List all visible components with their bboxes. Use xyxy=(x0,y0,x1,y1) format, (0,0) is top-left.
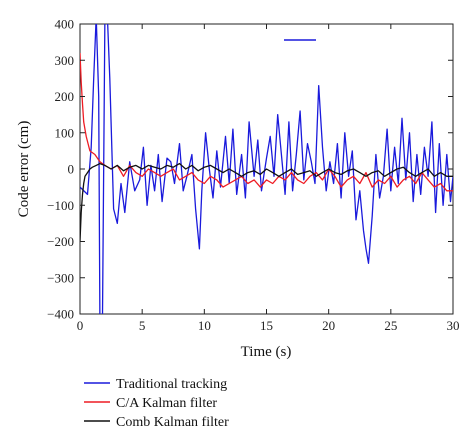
y-tick-label: 0 xyxy=(68,162,75,177)
y-tick-label: 300 xyxy=(55,53,75,68)
x-tick-label: 25 xyxy=(384,318,397,333)
series-line-3 xyxy=(80,162,453,242)
x-tick-label: 5 xyxy=(139,318,146,333)
x-axis: 0 5 10 15 20 25 30 xyxy=(77,24,460,333)
legend-label-3: Comb Kalman filter xyxy=(116,415,229,430)
x-axis-title: Time (s) xyxy=(241,344,292,360)
y-tick-label: −400 xyxy=(47,307,74,322)
y-axis: −400 −300 −200 −100 0 100 200 300 400 xyxy=(47,17,453,322)
series-layer xyxy=(80,24,453,314)
y-tick-label: −100 xyxy=(47,198,74,213)
y-tick-label: −200 xyxy=(47,234,74,249)
x-tick-label: 15 xyxy=(260,318,273,333)
x-tick-label: 10 xyxy=(198,318,211,333)
x-tick-label: 30 xyxy=(447,318,460,333)
legend: Traditional tracking C/A Kalman filter Com… xyxy=(84,377,229,430)
legend-label-2: C/A Kalman filter xyxy=(116,396,217,411)
series-line-1 xyxy=(80,24,453,314)
y-tick-label: 200 xyxy=(55,89,75,104)
y-tick-label: −300 xyxy=(47,270,74,285)
y-tick-label: 400 xyxy=(55,17,75,32)
x-tick-label: 20 xyxy=(322,318,335,333)
y-tick-label: 100 xyxy=(55,125,75,140)
x-tick-label: 0 xyxy=(77,318,84,333)
legend-label-1: Traditional tracking xyxy=(116,377,227,392)
y-axis-title: Code error (cm) xyxy=(16,121,32,218)
series-line-2 xyxy=(80,52,453,192)
